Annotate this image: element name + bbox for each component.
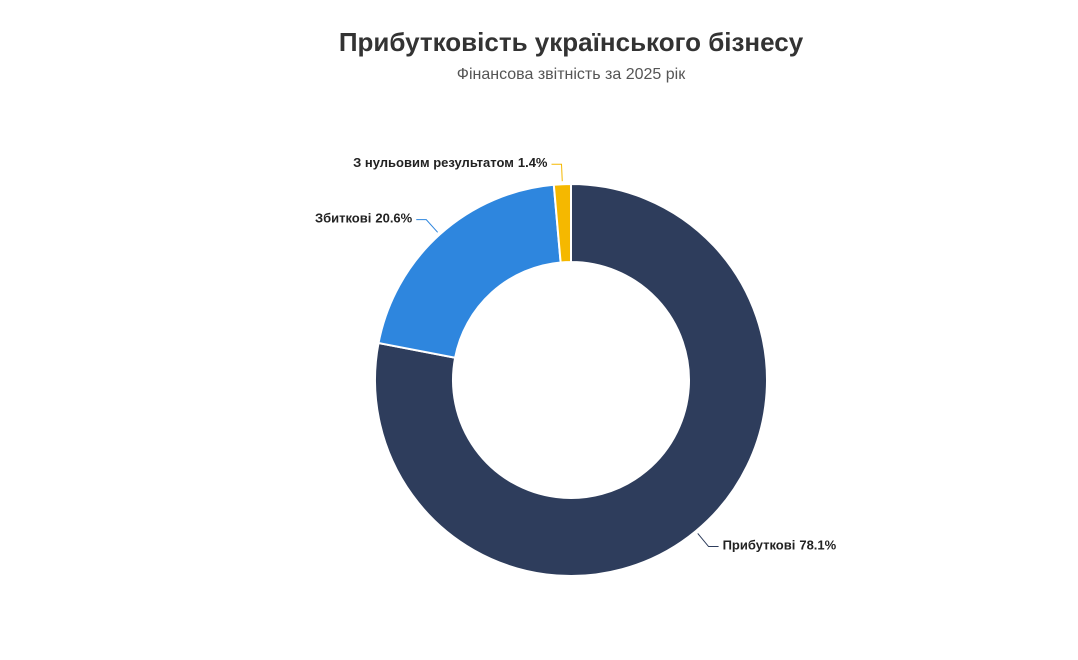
leader-line xyxy=(697,533,719,548)
value-label: 1.4% xyxy=(518,156,548,171)
chart-subtitle: Фінансова звітність за 2025 рік xyxy=(457,66,686,83)
leader-line xyxy=(416,219,439,233)
leader-line xyxy=(551,163,563,182)
data-label: Збиткові 20.6% xyxy=(315,211,413,226)
value-label: 20.6% xyxy=(375,211,412,226)
data-label: З нульовим результатом 1.4% xyxy=(353,156,548,171)
category-label: Прибуткові xyxy=(723,538,796,553)
slice xyxy=(374,182,768,577)
category-label: Збиткові xyxy=(315,211,371,226)
category-label: З нульовим результатом xyxy=(353,156,514,171)
data-label: Прибуткові 78.1% xyxy=(723,538,837,553)
value-label: 78.1% xyxy=(799,538,836,553)
slice xyxy=(552,182,572,264)
chart-title: Прибутковість українського бізнесу xyxy=(339,27,804,57)
slice xyxy=(377,183,562,359)
